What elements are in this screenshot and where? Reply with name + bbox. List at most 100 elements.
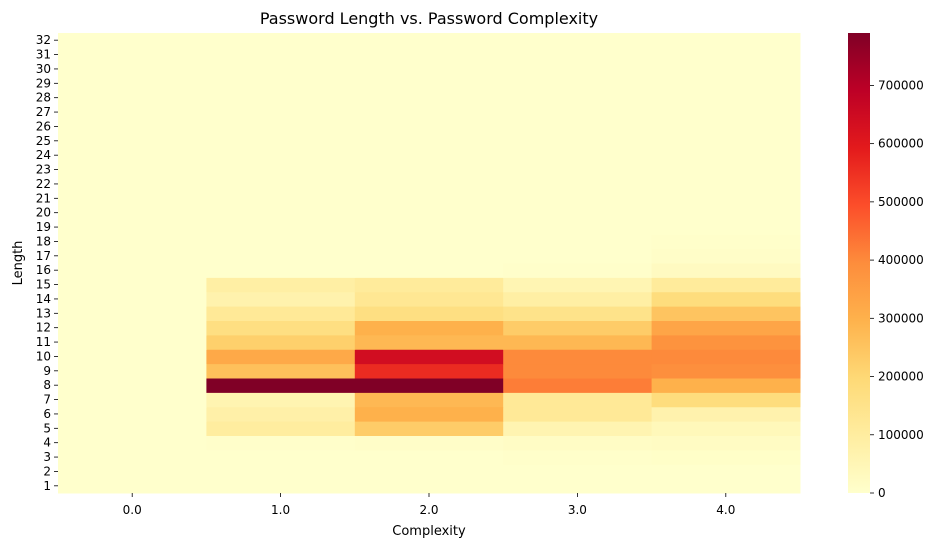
heatmap-cell: [503, 205, 653, 221]
heatmap-cell: [503, 119, 653, 135]
heatmap-cell: [206, 435, 356, 451]
heatmap-cell: [206, 421, 356, 436]
heatmap-cell: [58, 119, 207, 135]
heatmap-cell: [503, 76, 653, 91]
y-tick-label: 26: [36, 119, 51, 133]
heatmap-cell: [206, 392, 356, 408]
y-tick-label: 18: [36, 234, 51, 248]
heatmap-cell: [651, 421, 801, 436]
heatmap-cell: [58, 162, 207, 178]
heatmap-cell: [354, 464, 504, 480]
heatmap-cell: [503, 234, 653, 250]
heatmap-cell: [651, 76, 801, 91]
colorbar-tick-label: 700000: [878, 78, 924, 92]
heatmap-cell: [354, 291, 504, 307]
heatmap-cell: [206, 162, 356, 178]
heatmap-cell: [206, 191, 356, 206]
y-tick-label: 19: [36, 220, 51, 234]
y-tick-label: 9: [43, 364, 51, 378]
heatmap-cell: [651, 176, 801, 192]
x-tick-label: 0.0: [123, 503, 142, 517]
y-tick-label: 5: [43, 421, 51, 435]
heatmap-cell: [206, 176, 356, 192]
heatmap-cell: [651, 320, 801, 336]
heatmap-cell: [58, 378, 207, 393]
heatmap-cell: [354, 334, 504, 350]
y-tick-label: 14: [36, 292, 51, 306]
heatmap-cell: [354, 349, 504, 365]
heatmap-cell: [651, 61, 801, 77]
colorbar-tick-label: 200000: [878, 370, 924, 384]
heatmap-cell: [354, 148, 504, 163]
y-tick-label: 10: [36, 349, 51, 363]
heatmap-cell: [354, 47, 504, 63]
heatmap-cell: [651, 349, 801, 365]
heatmap-cell: [651, 464, 801, 480]
y-tick-label: 16: [36, 263, 51, 277]
colorbar-gradient: [848, 33, 870, 493]
heatmap-cell: [58, 392, 207, 408]
heatmap-cell: [354, 306, 504, 321]
heatmap-cell: [206, 90, 356, 106]
heatmap-cell: [651, 47, 801, 63]
heatmap-cell: [206, 363, 356, 379]
heatmap-cell: [206, 133, 356, 149]
y-tick-label: 3: [43, 450, 51, 464]
heatmap-cell: [206, 263, 356, 278]
heatmap-cell: [651, 277, 801, 293]
heatmap-cell: [58, 277, 207, 293]
y-tick-label: 6: [43, 407, 51, 421]
colorbar-tick-label: 400000: [878, 253, 924, 267]
heatmap-cell: [651, 119, 801, 135]
heatmap-cell: [651, 162, 801, 178]
heatmap-cell: [503, 349, 653, 365]
heatmap-cell: [503, 478, 653, 494]
heatmap-cell: [651, 449, 801, 465]
heatmap-cell: [354, 378, 504, 393]
heatmap-cell: [651, 306, 801, 321]
heatmap-cell: [503, 219, 653, 235]
y-tick-label: 27: [36, 105, 51, 119]
heatmap-cell: [58, 133, 207, 149]
heatmap-cell: [503, 378, 653, 393]
y-tick-label: 11: [36, 335, 51, 349]
heatmap-cell: [651, 406, 801, 422]
y-tick-label: 2: [43, 464, 51, 478]
heatmap-cell: [503, 435, 653, 451]
heatmap-cell: [58, 363, 207, 379]
heatmap-cell: [206, 119, 356, 135]
chart-title: Password Length vs. Password Complexity: [260, 9, 598, 28]
heatmap-cell: [503, 47, 653, 63]
heatmap-cell: [354, 162, 504, 178]
y-tick-label: 32: [36, 33, 51, 47]
heatmap-cell: [58, 47, 207, 63]
heatmap-cell: [354, 363, 504, 379]
heatmap-cell: [58, 219, 207, 235]
heatmap-cell: [206, 277, 356, 293]
y-tick-label: 13: [36, 306, 51, 320]
heatmap-cell: [354, 90, 504, 106]
heatmap-cell: [58, 104, 207, 120]
heatmap-cell: [651, 334, 801, 350]
y-tick-label: 7: [43, 393, 51, 407]
heatmap-cell: [651, 248, 801, 264]
heatmap-cell: [354, 248, 504, 264]
y-tick-label: 23: [36, 163, 51, 177]
y-axis: 1234567891011121314151617181920212223242…: [36, 33, 58, 493]
heatmap-cell: [58, 349, 207, 365]
heatmap-cell: [206, 406, 356, 422]
heatmap-cell: [206, 76, 356, 91]
heatmap-cell: [58, 291, 207, 307]
heatmap-cell: [503, 449, 653, 465]
y-tick-label: 21: [36, 191, 51, 205]
heatmap-cell: [206, 349, 356, 365]
heatmap-cell: [651, 205, 801, 221]
x-tick-label: 4.0: [716, 503, 735, 517]
y-axis-label: Length: [11, 241, 26, 286]
heatmap-cell: [58, 449, 207, 465]
heatmap-cell: [58, 61, 207, 77]
heatmap-cell: [503, 61, 653, 77]
heatmap-cell: [58, 176, 207, 192]
heatmap-cell: [354, 104, 504, 120]
